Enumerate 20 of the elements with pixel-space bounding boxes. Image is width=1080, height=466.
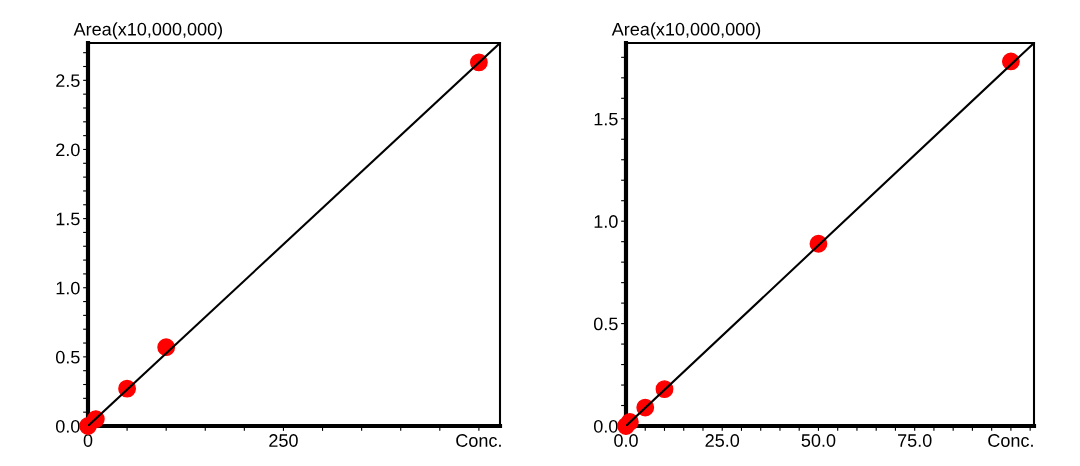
y-tick-label: 1.0 [594, 215, 618, 228]
y-tick-label: 0.5 [593, 317, 618, 331]
x-tick-label: 250 [269, 434, 298, 447]
y-tick-label: 0.0 [593, 419, 618, 433]
x-tick-label: 50.0 [801, 434, 836, 447]
y-axis-title: Area(x10,000,000) [611, 22, 761, 40]
y-tick-label: 1.5 [594, 112, 618, 126]
x-tick-label: Conc. [456, 434, 501, 447]
y-tick-label: 0.5 [55, 350, 80, 364]
y-tick-label: 2.5 [56, 74, 80, 88]
x-tick-label: Conc. [988, 434, 1033, 447]
x-tick-label: 25.0 [705, 434, 740, 447]
x-tick-label: 0 [83, 434, 93, 447]
y-axis-title: Area(x10,000,000) [73, 22, 223, 40]
x-tick-label: 0.0 [614, 434, 638, 447]
x-tick-label: 75.0 [898, 434, 932, 447]
y-tick-label: 1.5 [56, 212, 80, 226]
y-tick-label: 0.0 [55, 419, 80, 433]
y-tick-label: 2.0 [56, 143, 80, 157]
y-tick-label: 1.0 [56, 281, 80, 295]
